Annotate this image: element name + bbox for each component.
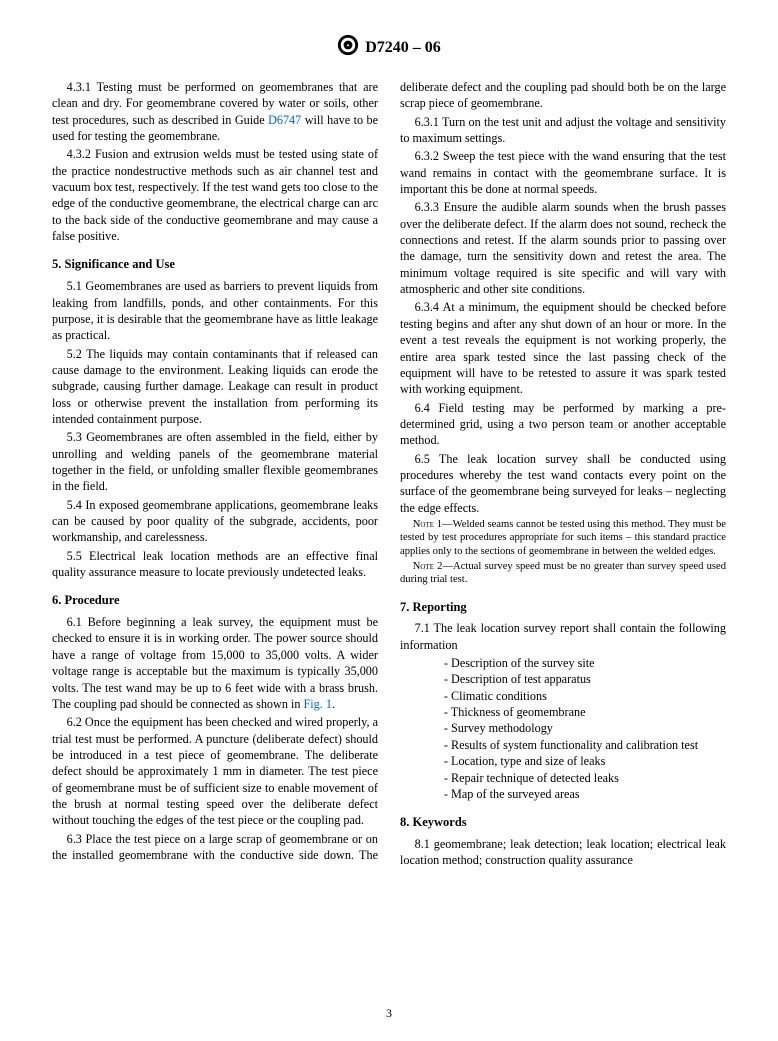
page: A D7240 – 06 4.3.1 Testing must be perfo… [0,0,778,1041]
note-label: Note [413,561,434,572]
list-item: - Location, type and size of leaks [444,753,726,769]
list-item: - Thickness of geomembrane [444,704,726,720]
para-5-2: 5.2 The liquids may contain contaminants… [52,346,378,428]
para-4-3-1: 4.3.1 Testing must be performed on geome… [52,79,378,144]
para-8-1: 8.1 geomembrane; leak detection; leak lo… [400,836,726,869]
link-d6747[interactable]: D6747 [268,113,301,127]
section-5-title: 5. Significance and Use [52,256,378,273]
para-6-2: 6.2 Once the equipment has been checked … [52,714,378,828]
section-7-title: 7. Reporting [400,599,726,616]
para-5-1: 5.1 Geomembranes are used as barriers to… [52,278,378,343]
text: 2—Actual survey speed must be no greater… [400,561,726,585]
para-4-3-2: 4.3.2 Fusion and extrusion welds must be… [52,146,378,244]
body-columns: 4.3.1 Testing must be performed on geome… [52,79,726,869]
para-6-4: 6.4 Field testing may be performed by ma… [400,400,726,449]
list-item: - Climatic conditions [444,688,726,704]
designation: D7240 – 06 [365,39,441,57]
section-8-title: 8. Keywords [400,814,726,831]
list-item: - Description of test apparatus [444,671,726,687]
list-item: - Repair technique of detected leaks [444,770,726,786]
section-6-title: 6. Procedure [52,592,378,609]
para-6-3-1: 6.3.1 Turn on the test unit and adjust t… [400,114,726,147]
astm-logo: A [337,34,359,61]
para-6-1: 6.1 Before beginning a leak survey, the … [52,614,378,712]
para-6-5: 6.5 The leak location survey shall be co… [400,451,726,516]
report-list: - Description of the survey site - Descr… [400,655,726,802]
note-label: Note [413,519,434,530]
para-5-5: 5.5 Electrical leak location methods are… [52,548,378,581]
note-1: Note 1—Welded seams cannot be tested usi… [400,518,726,558]
para-5-3: 5.3 Geomembranes are often assembled in … [52,429,378,494]
page-number: 3 [0,1006,778,1021]
para-5-4: 5.4 In exposed geomembrane applications,… [52,497,378,546]
svg-text:A: A [347,42,350,47]
link-fig1[interactable]: Fig. 1 [303,697,331,711]
list-item: - Description of the survey site [444,655,726,671]
list-item: - Map of the surveyed areas [444,786,726,802]
note-2: Note 2—Actual survey speed must be no gr… [400,560,726,587]
page-header: A D7240 – 06 [52,34,726,61]
para-6-3-4: 6.3.4 At a minimum, the equipment should… [400,299,726,397]
list-item: - Survey methodology [444,720,726,736]
para-7-1: 7.1 The leak location survey report shal… [400,620,726,653]
para-6-3-3: 6.3.3 Ensure the audible alarm sounds wh… [400,199,726,297]
text: 1—Welded seams cannot be tested using th… [400,519,726,557]
text: . [332,697,335,711]
list-item: - Results of system functionality and ca… [444,737,726,753]
para-6-3-2: 6.3.2 Sweep the test piece with the wand… [400,148,726,197]
